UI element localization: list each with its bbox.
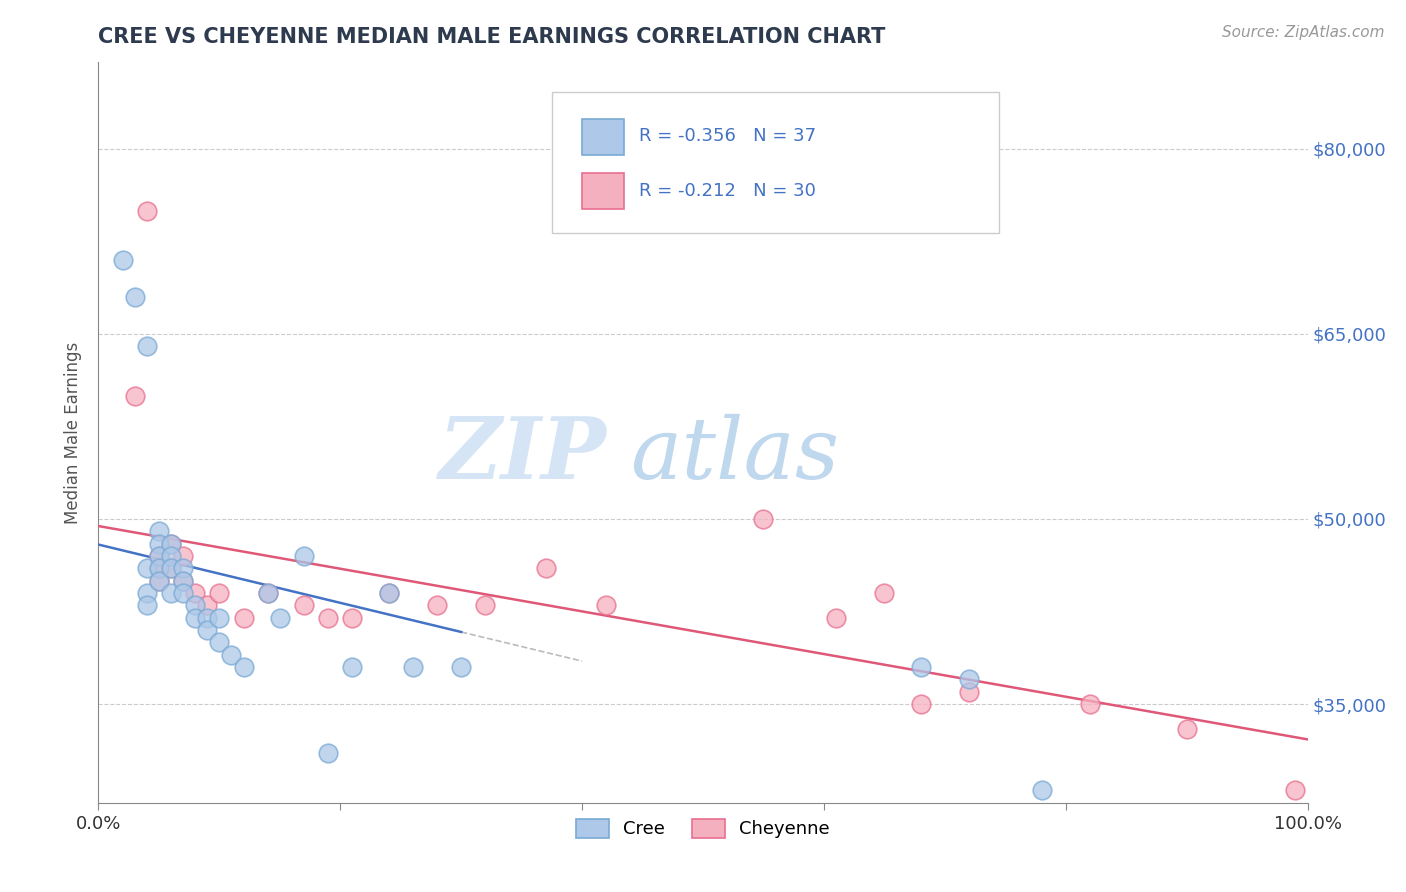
FancyBboxPatch shape [582, 120, 624, 155]
Point [474, 599, 496, 613]
Point [172, 549, 194, 563]
Point [208, 586, 231, 600]
Point [160, 586, 183, 600]
Point [221, 648, 243, 662]
Point [1175, 722, 1198, 736]
Point [825, 611, 848, 625]
Point [148, 536, 170, 550]
Text: R = -0.212   N = 30: R = -0.212 N = 30 [638, 182, 815, 201]
Point [377, 586, 399, 600]
Text: CREE VS CHEYENNE MEDIAN MALE EARNINGS CORRELATION CHART: CREE VS CHEYENNE MEDIAN MALE EARNINGS CO… [98, 27, 886, 47]
Text: atlas: atlas [630, 414, 839, 496]
Point [377, 586, 399, 600]
Point [172, 586, 194, 600]
Point [148, 549, 170, 563]
Point [232, 660, 254, 674]
Point [148, 574, 170, 588]
Point [160, 536, 183, 550]
Point [208, 611, 231, 625]
Y-axis label: Median Male Earnings: Median Male Earnings [65, 342, 83, 524]
Point [316, 611, 339, 625]
Point [148, 561, 170, 575]
Point [111, 252, 134, 267]
Point [148, 524, 170, 539]
Point [148, 549, 170, 563]
Point [450, 660, 472, 674]
Point [232, 611, 254, 625]
Point [910, 697, 932, 711]
Point [342, 611, 364, 625]
Point [595, 599, 617, 613]
Point [184, 611, 207, 625]
Point [402, 660, 425, 674]
Text: ZIP: ZIP [439, 413, 606, 497]
Text: R = -0.356   N = 37: R = -0.356 N = 37 [638, 128, 815, 145]
Point [256, 586, 278, 600]
Point [957, 673, 980, 687]
Point [269, 611, 291, 625]
Point [184, 599, 207, 613]
Point [752, 512, 775, 526]
Point [148, 561, 170, 575]
FancyBboxPatch shape [551, 92, 1000, 233]
FancyBboxPatch shape [582, 173, 624, 209]
Legend: Cree, Cheyenne: Cree, Cheyenne [569, 812, 837, 846]
Point [534, 561, 557, 575]
Point [292, 549, 315, 563]
Point [256, 586, 278, 600]
Point [124, 290, 146, 304]
Point [135, 561, 157, 575]
Point [426, 599, 449, 613]
Point [135, 599, 157, 613]
Point [1284, 783, 1306, 797]
Point [957, 685, 980, 699]
Point [208, 635, 231, 649]
Point [195, 623, 218, 637]
Point [195, 599, 218, 613]
Point [172, 561, 194, 575]
Point [1078, 697, 1101, 711]
Point [342, 660, 364, 674]
Point [172, 574, 194, 588]
Point [160, 536, 183, 550]
Point [135, 586, 157, 600]
Point [873, 586, 896, 600]
Point [172, 574, 194, 588]
Point [910, 660, 932, 674]
Point [195, 611, 218, 625]
Point [292, 599, 315, 613]
Point [1031, 783, 1053, 797]
Text: Source: ZipAtlas.com: Source: ZipAtlas.com [1222, 25, 1385, 40]
Point [124, 389, 146, 403]
Point [160, 561, 183, 575]
Point [148, 574, 170, 588]
Point [135, 203, 157, 218]
Point [316, 747, 339, 761]
Point [135, 339, 157, 353]
Point [160, 561, 183, 575]
Point [184, 586, 207, 600]
Point [160, 549, 183, 563]
